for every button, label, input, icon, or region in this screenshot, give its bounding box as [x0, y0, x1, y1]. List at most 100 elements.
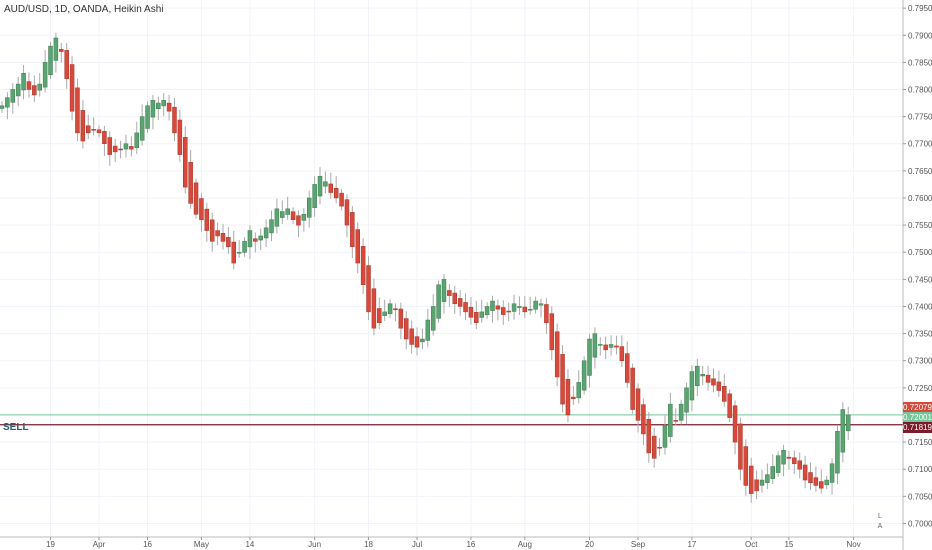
candle-body: [603, 344, 608, 351]
candle-body: [209, 219, 215, 242]
candle-body: [727, 393, 732, 418]
x-tick-label: May: [194, 540, 209, 549]
candle-body: [0, 105, 5, 109]
candle-body: [37, 83, 42, 91]
candle-body: [765, 474, 770, 483]
candle-body: [96, 129, 102, 134]
x-tick-label: 18: [364, 540, 373, 549]
candle-body: [91, 129, 96, 131]
candle-body: [598, 344, 603, 346]
x-tick-label: 16: [143, 540, 152, 549]
candle-body: [339, 192, 344, 207]
ask-price-badge: 0.72001: [903, 412, 932, 423]
candle-body: [554, 331, 560, 378]
candle-body: [608, 344, 614, 348]
candle-body: [355, 229, 360, 264]
chart-grid: [0, 0, 903, 537]
horizontal-lines: [0, 414, 903, 426]
candle-body: [835, 430, 840, 474]
candle-body: [183, 137, 188, 188]
candle-body: [538, 303, 544, 306]
candle-body: [436, 284, 441, 319]
x-tick-label: Aug: [518, 540, 532, 549]
candle-body: [177, 119, 183, 155]
candle-body: [624, 353, 630, 383]
candle-body: [280, 211, 285, 218]
candle-body: [792, 457, 797, 465]
y-tick-label: 0.70000: [908, 519, 932, 528]
candle-body: [10, 89, 16, 103]
candle-body: [118, 148, 123, 151]
candle-body: [808, 472, 813, 484]
candle-body: [614, 345, 619, 348]
log-scale-button[interactable]: L: [878, 513, 882, 520]
candle-body: [425, 319, 431, 341]
candle-body: [139, 116, 145, 141]
candle-body: [204, 208, 210, 231]
candle-body: [5, 97, 10, 108]
candle-body: [188, 161, 193, 204]
candle-body: [700, 374, 705, 377]
x-tick-label: 20: [585, 540, 594, 549]
candle-body: [366, 265, 371, 313]
candle-body: [59, 48, 64, 52]
candle-body: [829, 463, 835, 483]
candle-body: [296, 215, 301, 226]
candle-body: [32, 85, 37, 96]
x-tick-label: 16: [466, 540, 475, 549]
candle-body: [312, 184, 317, 208]
x-axis[interactable]: 19 Apr 16 May 14 Jun 18 Jul 16 Aug 20 Sep 17 Oct 15 Nov: [0, 536, 903, 549]
candle-body: [797, 460, 802, 470]
candle-body: [819, 481, 824, 489]
candle-body: [748, 465, 754, 494]
auto-scale-button[interactable]: A: [877, 523, 883, 530]
candle-body: [420, 338, 425, 343]
candle-body: [85, 125, 91, 134]
candle-body: [323, 181, 328, 187]
x-tick-label: 15: [784, 540, 793, 549]
candle-body: [802, 464, 808, 481]
candle-body: [317, 176, 323, 197]
candle-body: [533, 300, 538, 310]
candle-body: [592, 333, 598, 358]
candle-body: [565, 378, 571, 416]
candle-body: [193, 182, 199, 215]
candle-body: [161, 100, 166, 107]
candle-body: [738, 423, 743, 470]
candle-body: [447, 290, 452, 296]
candle-body: [668, 403, 673, 437]
candle-body: [544, 304, 549, 323]
bid-price-badge: 0.72079: [903, 402, 932, 413]
candle-body: [263, 227, 269, 239]
candle-body: [775, 455, 781, 473]
candle-body: [506, 310, 511, 313]
candle-body: [646, 419, 652, 454]
candle-body: [474, 311, 479, 323]
candle-body: [333, 187, 339, 199]
candle-body: [619, 346, 625, 361]
candle-body: [102, 131, 107, 144]
candle-body: [112, 145, 118, 153]
sell-order-label[interactable]: SELL: [3, 422, 29, 433]
candle-body: [786, 456, 792, 459]
candle-body: [387, 303, 393, 314]
candle-body: [21, 72, 26, 91]
candle-body: [215, 230, 220, 237]
candle-body: [722, 385, 727, 402]
candle-body: [468, 306, 474, 318]
candle-body: [517, 306, 522, 308]
